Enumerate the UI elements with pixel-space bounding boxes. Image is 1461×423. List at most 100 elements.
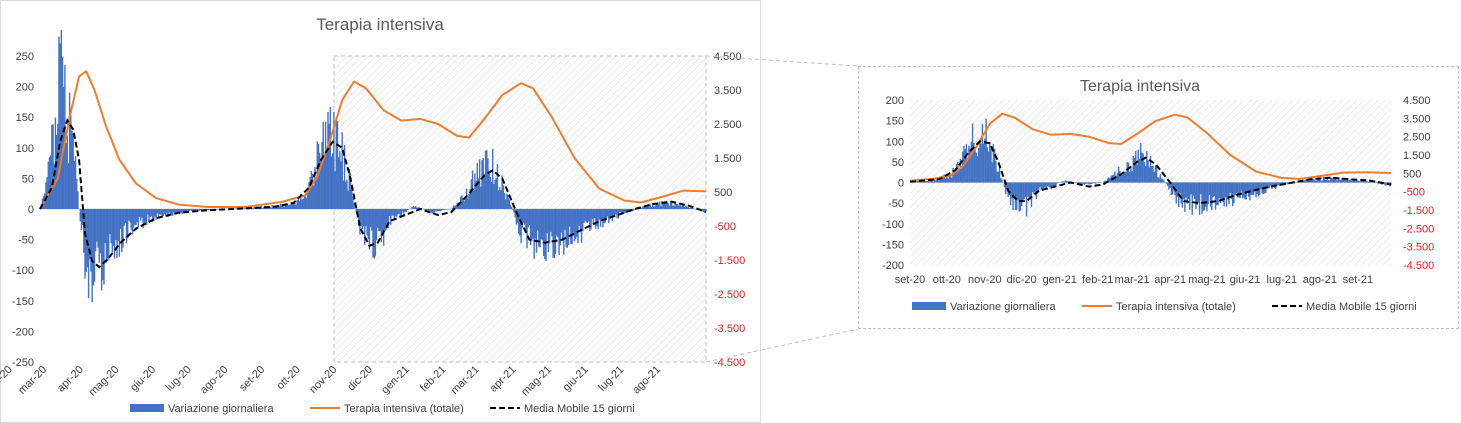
daily-bar — [935, 180, 937, 183]
daily-bar — [470, 179, 473, 209]
daily-bar — [1328, 180, 1331, 183]
daily-bar — [374, 209, 377, 257]
daily-bar — [909, 181, 911, 183]
daily-bar — [1327, 180, 1330, 183]
y2-tick-label: -4.500 — [714, 357, 745, 369]
daily-bar — [310, 171, 313, 209]
daily-bar — [705, 209, 707, 212]
daily-bar — [655, 203, 657, 209]
daily-bar — [194, 209, 196, 211]
daily-bar — [65, 142, 67, 209]
daily-bar — [979, 139, 981, 183]
daily-bar — [158, 209, 161, 215]
daily-bar — [1043, 182, 1045, 190]
daily-bar — [122, 209, 124, 248]
daily-bar — [336, 120, 339, 209]
daily-bar — [1045, 182, 1047, 189]
daily-bar — [113, 209, 116, 259]
daily-bar — [618, 209, 621, 213]
daily-bar — [52, 124, 54, 209]
daily-bar — [682, 204, 685, 209]
daily-bar — [1028, 182, 1030, 199]
daily-bar — [986, 147, 989, 183]
daily-bar — [1241, 182, 1244, 199]
daily-bar — [1319, 179, 1321, 183]
daily-bar — [163, 209, 166, 215]
daily-bar — [683, 206, 686, 209]
daily-bar — [589, 209, 591, 232]
daily-bar — [922, 181, 925, 183]
daily-bar — [1189, 182, 1191, 210]
daily-bar — [49, 155, 52, 209]
daily-bar — [1013, 182, 1015, 196]
daily-bar — [489, 176, 492, 209]
daily-bar — [509, 204, 512, 209]
daily-bar — [281, 204, 283, 209]
daily-bar — [1009, 182, 1012, 205]
daily-bar — [540, 209, 542, 240]
daily-bar — [1233, 182, 1235, 204]
x-tick-label: ott-20 — [933, 274, 961, 286]
daily-bar — [154, 209, 156, 217]
daily-bar — [129, 209, 131, 223]
y2-tick-label: 4.500 — [1403, 95, 1431, 107]
x-tick-label: giu-20 — [128, 364, 158, 394]
daily-bar — [118, 209, 121, 257]
daily-bar — [397, 209, 399, 215]
daily-bar — [995, 160, 997, 183]
daily-bar — [286, 204, 289, 209]
daily-bar — [1359, 181, 1362, 183]
daily-bar — [493, 184, 495, 209]
daily-bar — [944, 178, 947, 183]
daily-bar — [416, 207, 418, 209]
daily-bar — [218, 209, 220, 210]
y2-tick-label: 1.500 — [1403, 150, 1431, 162]
daily-bar — [1054, 182, 1056, 186]
daily-bar — [579, 209, 582, 233]
daily-bar — [993, 148, 996, 183]
daily-bar — [1023, 182, 1025, 199]
daily-bar — [563, 209, 565, 255]
daily-bar — [271, 205, 273, 209]
daily-bar — [1191, 182, 1193, 215]
y-tick-label: -50 — [888, 198, 904, 210]
y2-tick-label: -500 — [714, 221, 736, 233]
daily-bar — [585, 209, 588, 223]
daily-bar — [125, 209, 128, 244]
daily-bar — [278, 205, 281, 209]
daily-bar — [105, 209, 108, 263]
daily-bar — [458, 203, 461, 209]
daily-bar — [462, 197, 464, 209]
daily-bar — [572, 209, 574, 233]
daily-bar — [380, 209, 382, 243]
daily-bar — [1077, 182, 1079, 184]
daily-bar — [577, 209, 579, 243]
daily-bar — [1034, 182, 1036, 192]
daily-bar — [1190, 182, 1192, 195]
daily-bar — [270, 207, 272, 209]
daily-bar — [1303, 180, 1305, 183]
daily-bar — [569, 209, 571, 227]
daily-bar — [290, 204, 292, 209]
daily-bar — [253, 207, 256, 209]
daily-bar — [59, 43, 61, 209]
daily-bar — [1001, 179, 1003, 183]
daily-bar — [124, 209, 127, 224]
zoom-connector-bottom — [705, 328, 859, 363]
daily-bar — [486, 150, 488, 209]
daily-bar — [305, 197, 308, 209]
daily-bar — [974, 148, 976, 183]
daily-bar — [84, 209, 86, 279]
daily-bar — [205, 209, 207, 210]
daily-bar — [1079, 182, 1082, 185]
daily-bar — [55, 134, 58, 209]
y2-tick-label: 2.500 — [1403, 132, 1431, 144]
daily-bar — [372, 209, 374, 258]
daily-bar — [1055, 182, 1057, 186]
daily-bar — [1238, 182, 1240, 198]
daily-bar — [558, 209, 560, 256]
daily-bar — [1216, 182, 1218, 206]
daily-bar — [567, 209, 570, 245]
daily-bar — [1192, 182, 1195, 196]
daily-bar — [388, 209, 391, 216]
